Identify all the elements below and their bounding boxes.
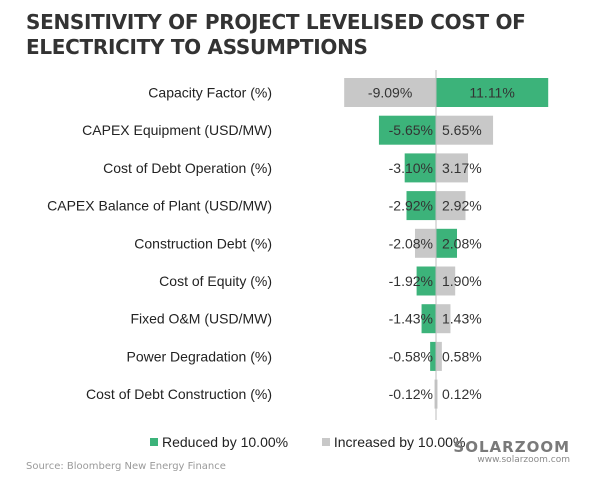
value-label-positive: 1.43% [442,311,482,327]
watermark-brand: SOLARZOOM [453,438,570,456]
value-label-positive: 2.92% [442,198,482,214]
value-label-positive: 2.08% [442,235,482,251]
value-label-negative: -0.58% [389,348,433,364]
category-label: Cost of Debt Operation (%) [103,160,272,176]
category-label: CAPEX Balance of Plant (USD/MW) [47,198,272,214]
chart-title-line-2: ELECTRICITY TO ASSUMPTIONS [26,35,368,59]
bar-negative [421,304,436,334]
category-label: Construction Debt (%) [134,235,272,251]
value-label-positive: 0.58% [442,348,482,364]
source-note: Source: Bloomberg New Energy Finance [26,461,226,472]
bar-negative [430,341,436,371]
legend-swatch-reduced [150,438,158,447]
chart-title: SENSITIVITY OF PROJECT LEVELISED COST OF… [26,10,586,60]
bar-positive [436,266,456,296]
bar-positive [436,379,438,409]
bar-positive [436,115,494,145]
bar-negative [406,191,436,221]
chart-legend: Reduced by 10.00% Increased by 10.00% [150,433,465,450]
legend-label-reduced: Reduced by 10.00% [162,434,289,451]
value-label-positive: 0.12% [442,386,482,402]
value-label-negative: -1.43% [389,311,433,327]
value-label-negative: -2.08% [389,235,433,251]
bar-negative [414,228,436,258]
value-label-negative: -1.92% [389,273,433,289]
value-label-positive: 11.11% [469,85,514,101]
bar-positive [436,191,466,221]
bar-negative [344,78,436,107]
bar-positive [436,304,451,334]
value-label-negative: -3.10% [389,160,433,176]
chart-title-line-1: SENSITIVITY OF PROJECT LEVELISED COST OF [26,10,526,34]
value-label-negative: -2.92% [389,198,433,214]
value-label-positive: 3.17% [442,160,482,176]
value-label-negative: -5.65% [389,122,433,138]
category-label: Power Degradation (%) [126,348,272,364]
value-label-negative: -9.09% [368,85,412,101]
value-label-positive: 1.90% [442,273,482,289]
category-label: CAPEX Equipment (USD/MW) [82,122,272,138]
value-label-negative: -0.12% [389,386,433,402]
legend-label-increased: Increased by 10.00% [333,434,466,451]
category-label: Cost of Equity (%) [159,273,272,289]
bar-negative [416,266,436,296]
category-label: Fixed O&M (USD/MW) [130,311,272,327]
bar-positive [436,228,458,258]
watermark-url: www.solarzoom.com [477,455,570,465]
legend-swatch-increased [321,438,330,447]
value-label-positive: 5.65% [442,122,482,138]
bar-positive [436,78,549,107]
bar-positive [436,341,442,371]
bar-negative [378,115,436,145]
bar-negative [404,153,436,183]
category-label: Cost of Debt Construction (%) [86,386,272,402]
category-label: Capacity Factor (%) [148,85,272,101]
bar-negative [434,379,436,409]
bar-positive [436,153,469,183]
watermark: SOLARZOOM www.solarzoom.com [453,438,570,466]
